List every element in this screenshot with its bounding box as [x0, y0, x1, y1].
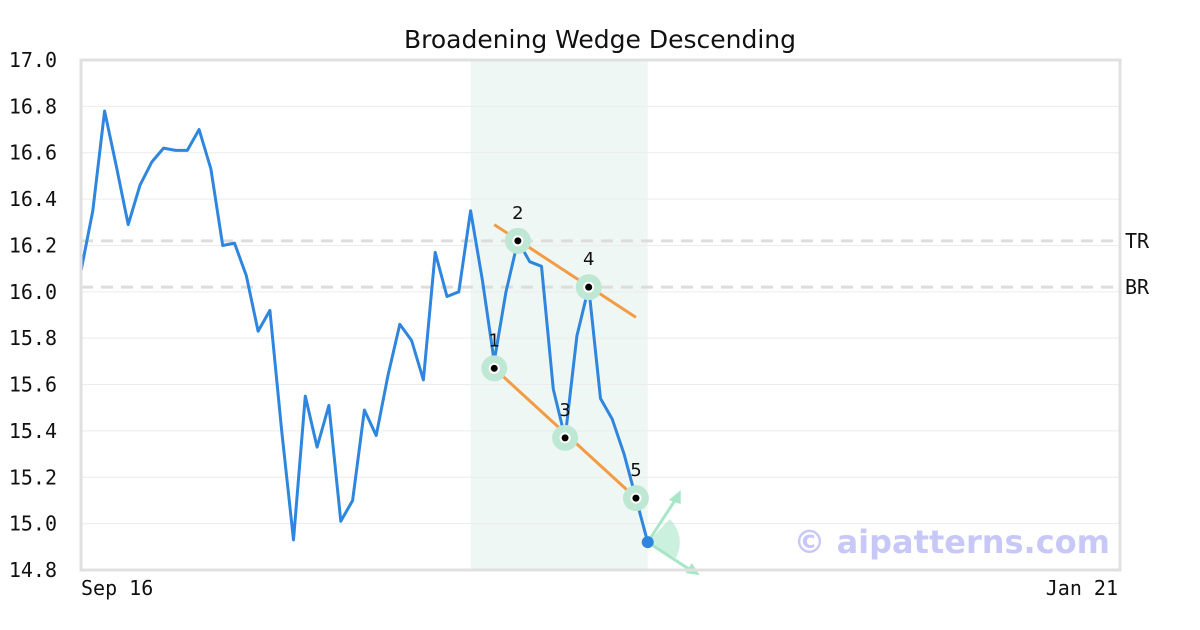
pivot-label-2: 2	[512, 203, 523, 224]
y-tick-label: 16.6	[9, 141, 57, 165]
y-tick-label: 16.2	[9, 233, 57, 257]
pivot-label-4: 4	[583, 249, 594, 270]
y-tick-label: 17.0	[9, 48, 57, 72]
y-tick-label: 14.8	[9, 558, 57, 582]
pivot-point-1	[490, 364, 498, 372]
y-tick-label: 15.4	[9, 419, 57, 443]
pivot-point-2	[514, 237, 522, 245]
level-label-tr: TR	[1125, 229, 1150, 253]
y-tick-label: 15.8	[9, 326, 57, 350]
pivot-label-5: 5	[630, 460, 641, 481]
pivot-point-5	[632, 494, 640, 502]
breakout-arrowhead-up	[668, 490, 681, 505]
y-tick-label: 15.0	[9, 512, 57, 536]
trendline-layer	[493, 223, 700, 576]
y-tick-label: 16.4	[9, 187, 57, 211]
x-tick-label-end: Jan 21	[1046, 576, 1118, 600]
breakout-arrow-up	[646, 495, 679, 544]
background-layer	[470, 60, 648, 570]
current-price-point	[641, 536, 654, 549]
pivot-point-3	[561, 434, 569, 442]
axis-layer: 17.0 16.8 16.6 16.4 16.2 16.0 15.8 15.6 15.4 15.2…	[9, 48, 1122, 600]
level-label-br: BR	[1125, 275, 1150, 299]
pivot-point-4	[585, 283, 593, 291]
y-tick-label: 15.2	[9, 465, 57, 489]
y-tick-label: 16.8	[9, 94, 57, 118]
pivot-label-1: 1	[489, 330, 500, 351]
watermark: © aipatterns.com	[793, 523, 1110, 561]
y-tick-label: 16.0	[9, 280, 57, 304]
plot-frame	[79, 58, 1122, 572]
pivot-layer: 1 2 3 4 5	[481, 203, 654, 549]
pattern-highlight-band	[470, 60, 648, 570]
pivot-label-3: 3	[559, 400, 570, 421]
level-layer: TR BR	[81, 229, 1150, 299]
breakout-arrow-down	[646, 540, 695, 574]
y-tick-label: 15.6	[9, 373, 57, 397]
chart-title: Broadening Wedge Descending	[404, 25, 796, 54]
x-tick-label-start: Sep 16	[81, 576, 153, 600]
breakout-sector	[647, 519, 680, 559]
series-layer	[79, 109, 650, 543]
price-line	[79, 109, 650, 543]
